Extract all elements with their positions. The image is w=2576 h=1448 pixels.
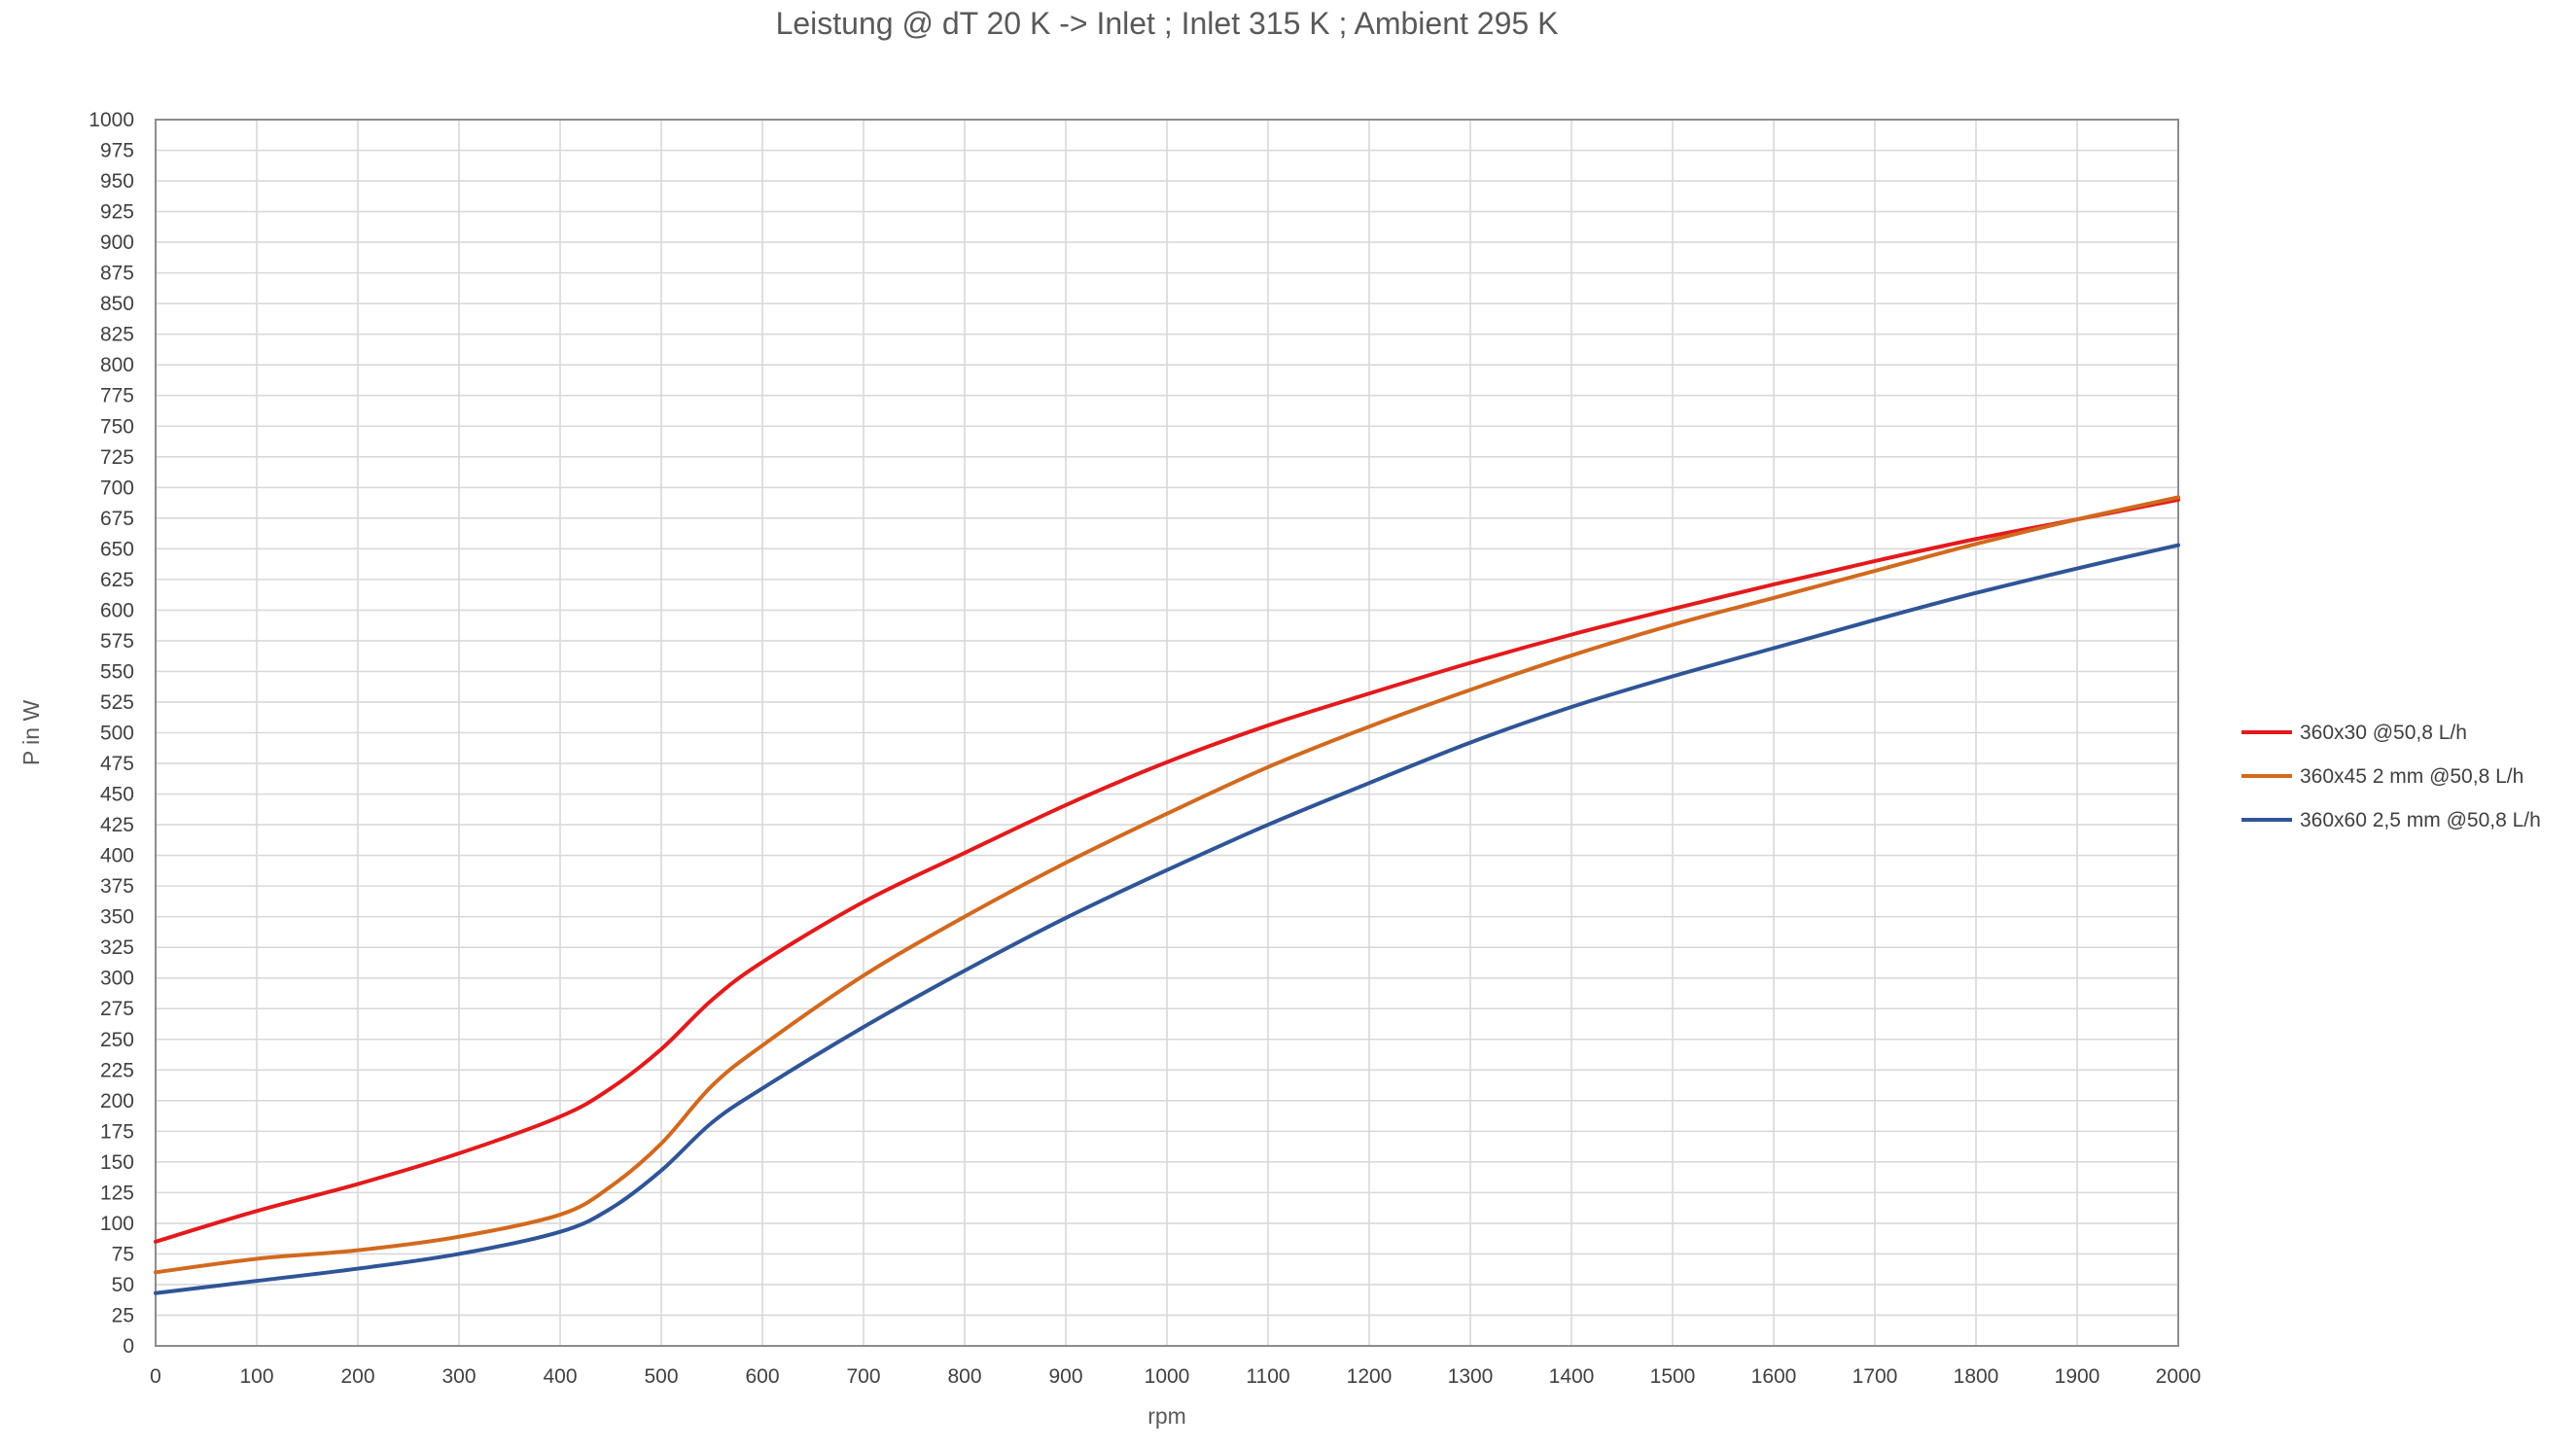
x-axis-label: rpm xyxy=(1147,1403,1186,1429)
y-tick-label: 775 xyxy=(100,385,134,407)
y-tick-label: 150 xyxy=(100,1151,134,1174)
y-tick-label: 975 xyxy=(100,140,134,162)
x-tick-label: 1400 xyxy=(1549,1365,1595,1388)
y-tick-label: 575 xyxy=(100,630,134,653)
y-tick-label: 400 xyxy=(100,845,134,867)
x-tick-label: 1300 xyxy=(1448,1365,1494,1388)
y-tick-label: 125 xyxy=(100,1182,134,1204)
x-tick-label: 0 xyxy=(150,1365,161,1388)
x-tick-label: 1500 xyxy=(1650,1365,1696,1388)
x-tick-label: 1200 xyxy=(1347,1365,1393,1388)
y-tick-label: 475 xyxy=(100,753,134,775)
chart-title: Leistung @ dT 20 K -> Inlet ; Inlet 315 … xyxy=(776,6,1559,41)
y-tick-label: 100 xyxy=(100,1213,134,1235)
series-line-3 xyxy=(154,543,2180,1295)
y-tick-label: 700 xyxy=(100,477,134,499)
x-tick-label: 1900 xyxy=(2055,1365,2100,1388)
gridlines xyxy=(155,119,2179,1347)
x-tick-label: 300 xyxy=(441,1365,476,1388)
x-tick-label: 600 xyxy=(745,1365,779,1388)
y-tick-label: 325 xyxy=(100,936,134,959)
series-line-1 xyxy=(154,497,2180,1244)
x-tick-label: 400 xyxy=(543,1365,577,1388)
y-tick-label: 200 xyxy=(100,1090,134,1112)
y-tick-label: 275 xyxy=(100,998,134,1020)
x-tick-label: 1700 xyxy=(1853,1365,1898,1388)
legend-label-3: 360x60 2,5 mm @50,8 L/h xyxy=(2300,809,2541,831)
x-tick-label: 900 xyxy=(1048,1365,1082,1388)
y-tick-label: 675 xyxy=(100,508,134,530)
y-tick-label: 925 xyxy=(100,201,134,224)
y-tick-label: 725 xyxy=(100,446,134,469)
y-tick-label: 950 xyxy=(100,170,134,193)
legend-label-2: 360x45 2 mm @50,8 L/h xyxy=(2300,765,2523,788)
x-tick-label: 500 xyxy=(644,1365,678,1388)
y-tick-label: 650 xyxy=(100,538,134,560)
legend: 360x30 @50,8 L/h 360x45 2 mm @50,8 L/h 360… xyxy=(2241,722,2541,831)
y-tick-label: 50 xyxy=(112,1274,134,1296)
y-axis-label: P in W xyxy=(18,700,44,766)
x-tick-label: 2000 xyxy=(2156,1365,2202,1388)
y-tick-label: 75 xyxy=(112,1243,134,1265)
series-lines xyxy=(154,495,2180,1295)
y-tick-label: 600 xyxy=(100,599,134,621)
x-axis-ticks: 0 100 200 300 400 500 600 700 800 900 1000 1100 1200… xyxy=(150,1365,2201,1388)
y-tick-label: 425 xyxy=(100,814,134,836)
y-tick-label: 625 xyxy=(100,569,134,591)
y-tick-label: 900 xyxy=(100,231,134,254)
x-tick-label: 1600 xyxy=(1751,1365,1797,1388)
y-axis-ticks: 0 25 50 75 100 125 150 175 200 225 250 275 300 325 350… xyxy=(88,109,134,1358)
x-tick-label: 800 xyxy=(947,1365,981,1388)
y-tick-label: 25 xyxy=(112,1304,134,1326)
y-tick-label: 500 xyxy=(100,723,134,745)
y-tick-label: 850 xyxy=(100,293,134,315)
y-tick-label: 750 xyxy=(100,415,134,438)
y-tick-label: 450 xyxy=(100,784,134,806)
x-tick-label: 200 xyxy=(340,1365,374,1388)
y-tick-label: 875 xyxy=(100,263,134,285)
y-tick-label: 375 xyxy=(100,875,134,898)
y-tick-label: 0 xyxy=(123,1335,134,1358)
y-tick-label: 175 xyxy=(100,1120,134,1143)
y-tick-label: 800 xyxy=(100,354,134,376)
y-tick-label: 350 xyxy=(100,906,134,929)
plot-area xyxy=(155,119,2179,1347)
y-tick-label: 825 xyxy=(100,324,134,346)
legend-label-1: 360x30 @50,8 L/h xyxy=(2300,722,2467,744)
y-tick-label: 250 xyxy=(100,1029,134,1051)
x-tick-label: 1800 xyxy=(1954,1365,1999,1388)
y-tick-label: 225 xyxy=(100,1059,134,1081)
x-tick-label: 1100 xyxy=(1246,1365,1289,1388)
series-line-2 xyxy=(154,495,2180,1275)
y-tick-label: 300 xyxy=(100,968,134,990)
y-tick-label: 550 xyxy=(100,660,134,683)
x-tick-label: 1000 xyxy=(1145,1365,1190,1388)
y-tick-label: 1000 xyxy=(88,109,134,131)
y-tick-label: 525 xyxy=(100,691,134,714)
x-tick-label: 700 xyxy=(846,1365,880,1388)
x-tick-label: 100 xyxy=(239,1365,273,1388)
